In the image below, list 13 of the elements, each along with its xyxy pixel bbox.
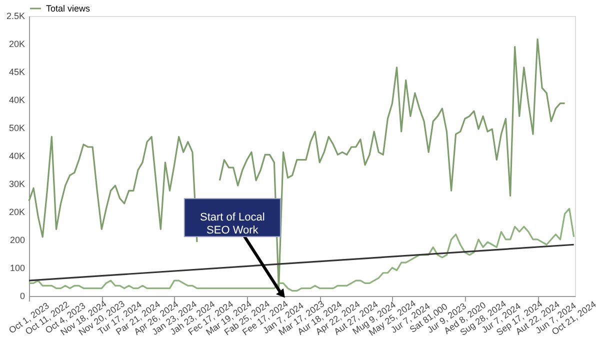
text: 100 (10, 263, 25, 273)
annotation: Start of Local SEO Work (200, 212, 265, 237)
text: 40K (8, 151, 25, 161)
text: 30K (8, 179, 25, 189)
text: 200 (10, 235, 25, 245)
text: 20K (8, 207, 25, 217)
text: 45K (8, 67, 25, 77)
text: 50K (8, 123, 25, 133)
text: 2.5K (6, 11, 25, 21)
text: 20K (8, 39, 25, 49)
legend-label: Total views (46, 4, 91, 14)
text: 40K (8, 95, 25, 105)
text: 0 (20, 291, 25, 301)
